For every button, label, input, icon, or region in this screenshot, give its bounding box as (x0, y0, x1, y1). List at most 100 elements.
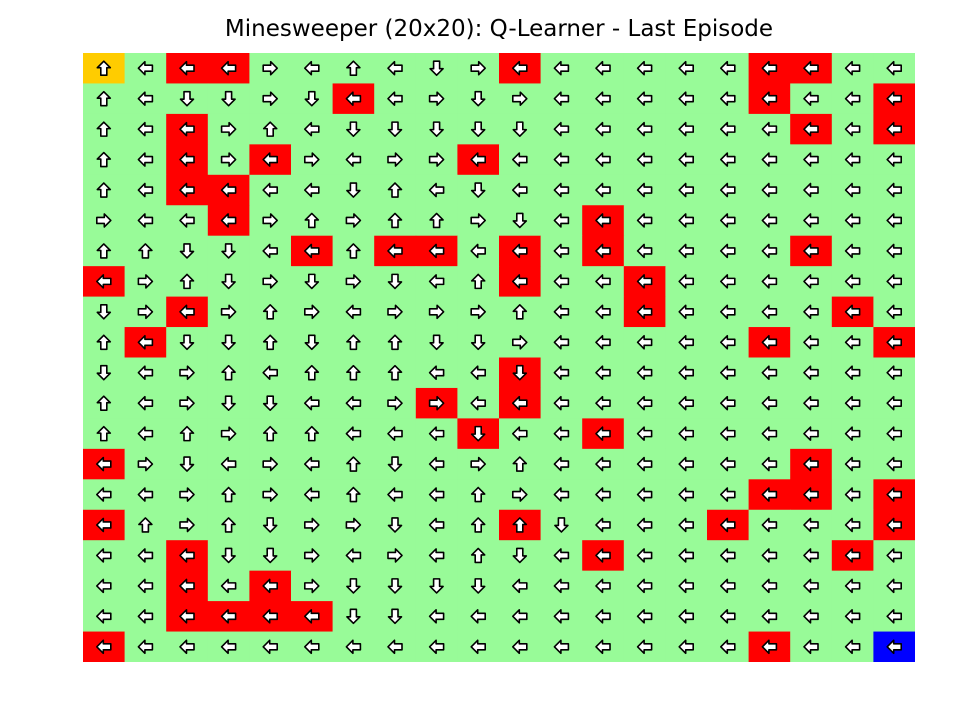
left-arrow-icon (886, 243, 903, 259)
left-arrow-icon (595, 91, 611, 106)
left-arrow-icon (803, 456, 819, 472)
right-arrow-icon (179, 365, 195, 381)
left-arrow-icon (137, 182, 154, 198)
down-arrow-icon (96, 364, 112, 381)
left-arrow-icon (803, 578, 819, 594)
right-arrow-icon (428, 91, 445, 106)
right-arrow-icon (428, 395, 445, 411)
left-arrow-icon (844, 334, 861, 350)
right-arrow-icon (470, 456, 487, 472)
left-arrow-icon (304, 182, 320, 198)
left-arrow-icon (803, 91, 819, 106)
left-arrow-icon (428, 243, 445, 259)
left-arrow-icon (803, 243, 819, 259)
up-arrow-icon (512, 456, 528, 472)
down-arrow-icon (470, 121, 486, 137)
left-arrow-icon (595, 121, 611, 137)
up-arrow-icon (512, 517, 528, 533)
left-arrow-icon (761, 60, 778, 76)
left-arrow-icon (803, 517, 819, 533)
up-arrow-icon (96, 60, 112, 77)
left-arrow-icon (179, 304, 195, 320)
left-arrow-icon (678, 487, 695, 502)
right-arrow-icon (220, 121, 237, 137)
left-arrow-icon (886, 578, 903, 594)
game-board (83, 53, 915, 662)
left-arrow-icon (678, 639, 695, 655)
down-arrow-icon (470, 425, 486, 442)
left-arrow-icon (179, 639, 195, 655)
left-arrow-icon (761, 334, 778, 350)
right-arrow-icon (470, 213, 487, 228)
up-arrow-icon (221, 486, 236, 503)
down-arrow-icon (221, 243, 236, 259)
up-arrow-icon (96, 334, 112, 351)
left-arrow-icon (803, 395, 819, 411)
up-arrow-icon (96, 395, 112, 411)
left-arrow-icon (719, 304, 736, 320)
left-arrow-icon (595, 334, 611, 350)
left-arrow-icon (636, 609, 653, 624)
right-arrow-icon (387, 304, 403, 320)
right-arrow-icon (304, 152, 320, 167)
left-arrow-icon (636, 60, 653, 76)
up-arrow-icon (387, 364, 403, 381)
left-arrow-icon (470, 395, 487, 411)
down-arrow-icon (346, 121, 361, 137)
down-arrow-icon (429, 578, 444, 594)
down-arrow-icon (387, 608, 403, 625)
left-arrow-icon (137, 334, 154, 350)
left-arrow-icon (553, 213, 570, 228)
up-arrow-icon (262, 425, 278, 442)
left-arrow-icon (220, 213, 237, 228)
left-arrow-icon (678, 578, 695, 594)
left-arrow-icon (511, 639, 528, 655)
left-arrow-icon (886, 182, 903, 198)
left-arrow-icon (761, 456, 778, 472)
left-arrow-icon (636, 517, 653, 533)
left-arrow-icon (678, 91, 695, 106)
left-arrow-icon (179, 578, 195, 594)
left-arrow-icon (761, 395, 778, 411)
up-arrow-icon (96, 121, 112, 137)
left-arrow-icon (886, 456, 903, 472)
left-arrow-icon (179, 182, 195, 198)
left-arrow-icon (636, 487, 653, 502)
up-arrow-icon (221, 364, 236, 381)
left-arrow-icon (470, 639, 487, 655)
up-arrow-icon (96, 151, 112, 168)
left-arrow-icon (553, 365, 570, 381)
left-arrow-icon (470, 152, 487, 167)
right-arrow-icon (428, 152, 445, 167)
left-arrow-icon (595, 365, 611, 381)
right-arrow-icon (428, 304, 445, 320)
down-arrow-icon (221, 90, 236, 107)
right-arrow-icon (137, 274, 154, 289)
left-arrow-icon (553, 304, 570, 320)
down-arrow-icon (304, 273, 320, 290)
left-arrow-icon (304, 487, 320, 502)
left-arrow-icon (137, 152, 154, 167)
right-arrow-icon (304, 548, 320, 563)
left-arrow-icon (678, 426, 695, 441)
left-arrow-icon (220, 639, 237, 655)
left-arrow-icon (761, 548, 778, 563)
left-arrow-icon (428, 274, 445, 289)
left-arrow-icon (387, 60, 403, 76)
left-arrow-icon (678, 213, 695, 228)
right-arrow-icon (345, 517, 362, 533)
left-arrow-icon (886, 487, 903, 502)
left-arrow-icon (636, 121, 653, 137)
left-arrow-icon (220, 60, 237, 76)
left-arrow-icon (719, 395, 736, 411)
down-arrow-icon (512, 212, 528, 229)
down-arrow-icon (304, 90, 320, 107)
down-arrow-icon (429, 334, 444, 351)
left-arrow-icon (761, 121, 778, 137)
left-arrow-icon (678, 182, 695, 198)
left-arrow-icon (636, 91, 653, 106)
left-arrow-icon (262, 243, 278, 259)
down-arrow-icon (387, 456, 403, 472)
left-arrow-icon (95, 639, 112, 655)
left-arrow-icon (844, 182, 861, 198)
